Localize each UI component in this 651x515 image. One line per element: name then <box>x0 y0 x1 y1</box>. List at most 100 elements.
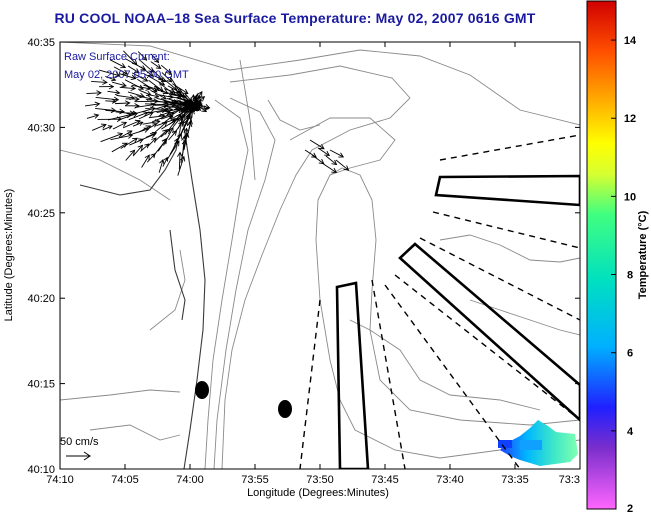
current-vector <box>146 153 156 163</box>
current-vector <box>304 149 317 158</box>
current-vector-head <box>192 100 199 106</box>
current-vector <box>127 65 140 74</box>
colorbar-tick-label: 4 <box>627 426 634 438</box>
x-tick-label: 73:45 <box>371 474 399 486</box>
raw-surface-current-label: Raw Surface Current: <box>64 51 170 63</box>
current-vector-head <box>169 118 176 124</box>
current-vector-head <box>130 74 137 81</box>
current-vector-head <box>149 133 156 139</box>
current-vector-head <box>182 100 189 107</box>
current-vector-head <box>147 71 154 77</box>
current-vector <box>145 103 169 106</box>
current-vector-head <box>154 57 160 64</box>
transect-lines <box>299 134 580 469</box>
x-tick-label: 74:10 <box>46 474 74 486</box>
current-vector-head <box>145 85 152 91</box>
current-vector-head <box>132 137 138 143</box>
bathymetry-contours <box>60 42 580 469</box>
current-vector-head <box>155 64 162 70</box>
current-vector-head <box>168 126 174 133</box>
current-vector-head <box>145 90 152 97</box>
current-vector <box>113 66 128 75</box>
x-tick-label: 73:3 <box>559 474 580 486</box>
current-vector-head <box>166 76 173 83</box>
current-vector <box>148 115 165 119</box>
current-vector <box>148 79 164 92</box>
current-vector-head <box>183 127 190 134</box>
y-tick-label: 40:35 <box>27 37 55 49</box>
current-vector-head <box>190 106 197 113</box>
scale-arrow: 50 cm/s <box>60 436 99 461</box>
current-vector-head <box>144 143 150 149</box>
current-vector-head <box>138 84 145 90</box>
current-vector-head <box>126 130 133 136</box>
current-vector-head <box>134 119 141 125</box>
current-vector-head <box>102 79 108 85</box>
current-vector <box>162 157 168 167</box>
current-vector-head <box>96 90 102 96</box>
current-vector-head <box>161 121 168 127</box>
current-vector-head <box>154 119 161 125</box>
current-vector-head <box>150 102 157 108</box>
current-vector <box>160 64 172 74</box>
current-vector <box>154 75 167 82</box>
current-vector <box>169 76 182 94</box>
current-vector <box>105 75 116 81</box>
current-vector-head <box>100 123 107 129</box>
current-vector-head <box>197 91 203 97</box>
current-vector-head <box>122 69 129 75</box>
current-vector-head <box>184 105 191 111</box>
current-vector <box>112 81 127 87</box>
current-vector <box>143 73 165 86</box>
current-vector <box>95 108 116 112</box>
colorbar-tick-label: 10 <box>624 191 636 203</box>
x-axis-ticks: 74:10 74:05 74:00 73:55 73:50 73:45 73:40 73:35… <box>46 42 581 486</box>
y-axis-label: Latitude (Degrees:Minutes) <box>3 189 15 322</box>
raw-surface-current-date: May 02, 2007 05:00 GMT <box>64 69 189 81</box>
current-vector <box>131 72 148 82</box>
current-vector <box>123 50 138 66</box>
current-vector-head <box>134 68 140 74</box>
current-vector-head <box>182 88 189 94</box>
current-vector-head <box>142 76 149 82</box>
current-vector-head <box>163 156 168 162</box>
current-vector-head <box>343 165 350 171</box>
colorbar: 14 12 10 8 6 4 2 Temperature (°C) <box>586 0 649 515</box>
current-vector <box>119 86 136 90</box>
current-vector-head <box>177 151 183 158</box>
current-vector <box>311 154 325 165</box>
current-vector-head <box>331 159 338 166</box>
current-vector <box>128 112 148 121</box>
current-vector-head <box>188 102 195 109</box>
current-vector <box>142 120 160 125</box>
current-vector-head <box>178 106 184 112</box>
current-vector-head <box>171 84 178 91</box>
current-vector <box>120 137 138 149</box>
current-vector-head <box>160 94 167 100</box>
map-title: RU COOL NOAA–18 Sea Surface Temperature:… <box>54 10 536 26</box>
colorbar-tick-label: 2 <box>627 503 633 515</box>
current-vector <box>139 89 152 96</box>
current-vector <box>153 121 168 134</box>
current-vector-head <box>139 92 146 99</box>
current-vector-head <box>119 108 125 115</box>
current-vector <box>109 59 126 68</box>
current-vector-head <box>111 98 117 104</box>
current-vector <box>116 94 135 99</box>
current-vector-head <box>182 119 188 126</box>
y-tick-label: 40:20 <box>27 293 55 305</box>
current-vector-head <box>162 89 169 95</box>
current-vector-head <box>185 114 191 121</box>
current-vector <box>107 90 120 94</box>
current-vector <box>164 115 174 123</box>
current-vector-head <box>162 99 169 105</box>
x-tick-label: 73:55 <box>241 474 269 486</box>
current-vector-head <box>199 96 206 102</box>
current-vector-head <box>176 88 182 95</box>
current-vector <box>119 130 133 138</box>
current-vector <box>158 159 164 173</box>
current-vector-head <box>159 113 166 120</box>
current-vector-head <box>131 59 138 66</box>
current-vector <box>125 149 135 161</box>
current-vector-head <box>204 104 211 110</box>
